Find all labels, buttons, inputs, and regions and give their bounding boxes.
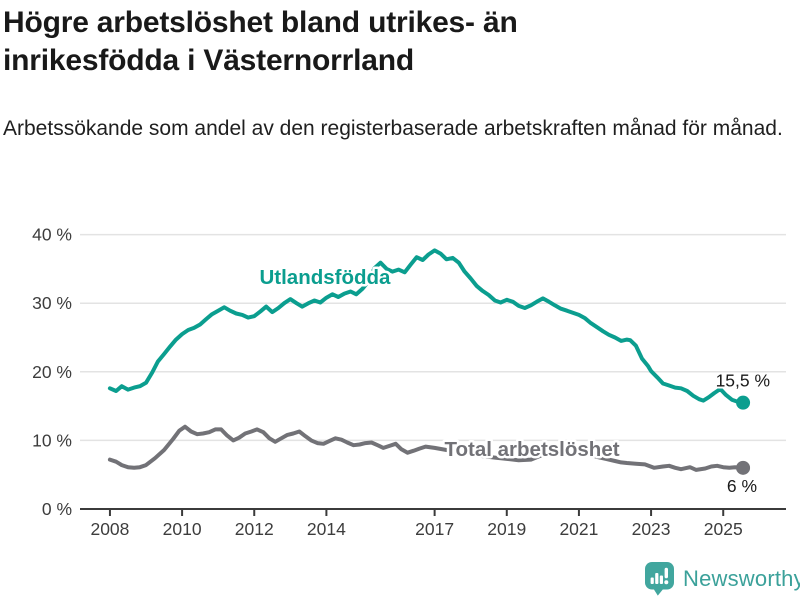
- newsworthy-logo-icon: [645, 562, 674, 596]
- series-end-dot-total-arbetsloshet: [736, 460, 751, 475]
- series-value-label-total-arbetsloshet: 6 %: [727, 476, 757, 496]
- x-axis-label-2019: 2019: [487, 519, 526, 539]
- y-axis-label-30: 30 %: [32, 293, 72, 313]
- y-axis-label-0: 0 %: [42, 499, 72, 519]
- x-axis-label-2008: 2008: [90, 519, 129, 539]
- x-axis-label-2023: 2023: [632, 519, 671, 539]
- x-axis-label-2010: 2010: [163, 519, 202, 539]
- y-axis-label-10: 10 %: [32, 430, 72, 450]
- chart-header: Högre arbetslöshet bland utrikes- än inr…: [3, 4, 797, 145]
- x-axis-label-2012: 2012: [235, 519, 274, 539]
- x-axis-label-2025: 2025: [704, 519, 743, 539]
- series-line-total-arbetsloshet: [107, 424, 746, 472]
- x-axis-label-2014: 2014: [307, 519, 346, 539]
- newsworthy-logo: Newsworthy: [645, 562, 800, 596]
- newsworthy-logo-text: Newsworthy: [683, 566, 800, 591]
- y-axis-label-40: 40 %: [32, 225, 72, 245]
- series-label-total-arbetsloshet: Total arbetslöshet: [445, 438, 620, 461]
- page-title: Högre arbetslöshet bland utrikes- än inr…: [3, 6, 518, 78]
- series-value-label-utlandsfodda: 15,5 %: [716, 371, 770, 391]
- series-label-utlandsfodda: Utlandsfödda: [259, 266, 391, 289]
- page-subtitle: Arbetssökande som andel av den registerb…: [3, 117, 783, 141]
- y-axis-label-20: 20 %: [32, 362, 72, 382]
- x-axis-label-2021: 2021: [559, 519, 598, 539]
- series-end-dot-utlandsfodda: [736, 395, 751, 410]
- x-axis-label-2017: 2017: [415, 519, 454, 539]
- series-line-utlandsfodda: [107, 248, 746, 405]
